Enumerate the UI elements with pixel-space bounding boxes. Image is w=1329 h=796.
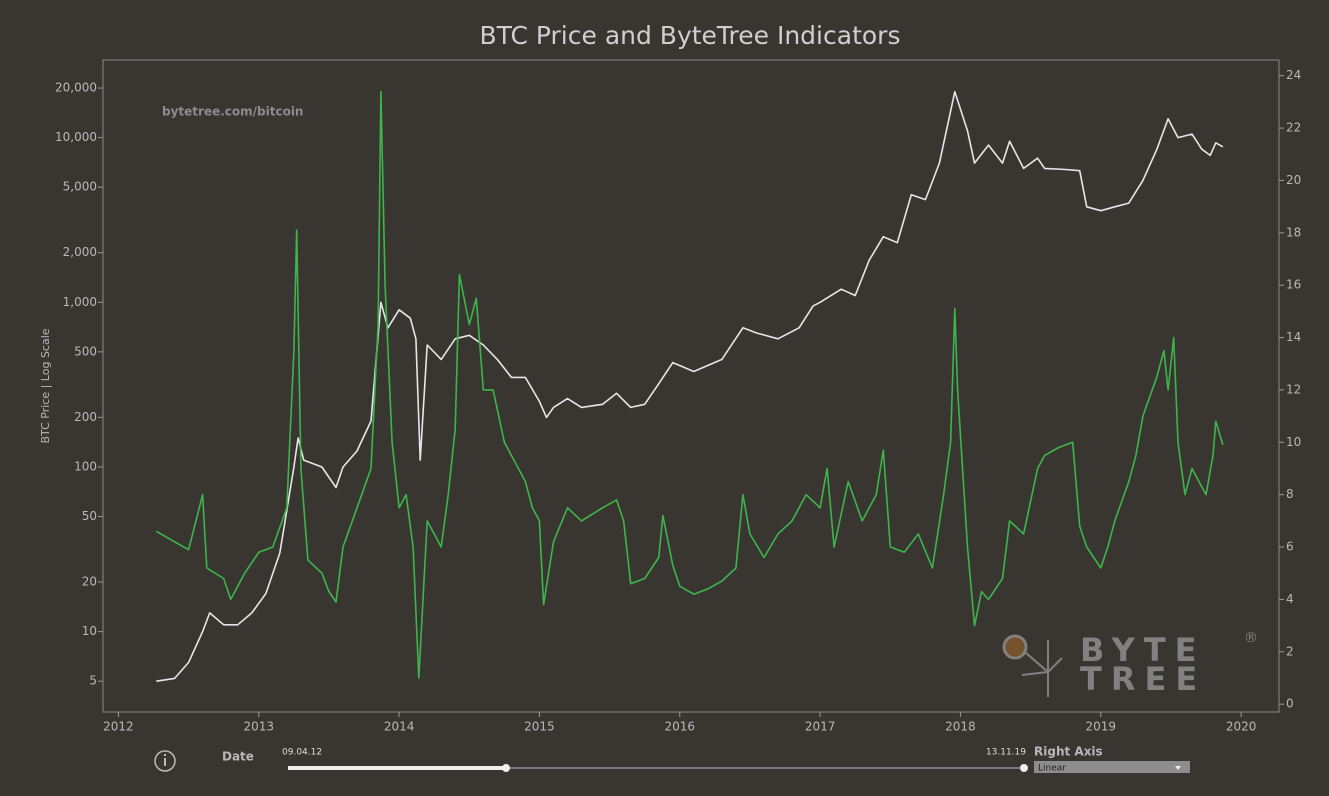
slider-track bbox=[288, 767, 1024, 769]
y2-tick-label: 4 bbox=[1286, 592, 1294, 606]
x-tick-label: 2013 bbox=[243, 720, 274, 734]
x-tick-label: 2014 bbox=[384, 720, 415, 734]
series-line bbox=[156, 90, 1224, 682]
right-axis-label: Right Axis bbox=[1034, 745, 1103, 759]
x-tick-label: 2018 bbox=[945, 720, 976, 734]
info-glyph bbox=[164, 754, 166, 756]
chart-title: BTC Price and ByteTree Indicators bbox=[480, 21, 901, 50]
info-button[interactable] bbox=[154, 750, 176, 772]
y2-tick-label: 0 bbox=[1286, 697, 1294, 711]
logo-text: BYTE bbox=[1080, 631, 1206, 669]
y-tick-label: 10 bbox=[82, 624, 97, 638]
logo-branches bbox=[1021, 640, 1063, 697]
y-tick-label: 5,000 bbox=[63, 180, 97, 194]
y-axis-label: BTC Price | Log Scale bbox=[39, 328, 52, 443]
dropdown-value: Linear bbox=[1038, 764, 1066, 774]
watermark: bytetree.com/bitcoin bbox=[162, 105, 303, 119]
x-tick-label: 2016 bbox=[664, 720, 695, 734]
y2-tick-label: 22 bbox=[1286, 121, 1301, 135]
slider-fill bbox=[288, 766, 506, 770]
logo-registered: ® bbox=[1244, 630, 1258, 646]
y-tick-label: 200 bbox=[74, 410, 97, 424]
y-tick-label: 5 bbox=[89, 674, 97, 688]
slider-handle[interactable] bbox=[502, 764, 510, 772]
y2-tick-label: 20 bbox=[1286, 173, 1301, 187]
x-tick-label: 2015 bbox=[524, 720, 555, 734]
logo-text: TREE bbox=[1080, 660, 1206, 698]
date-end: 13.11.19 bbox=[986, 748, 1026, 758]
dropdown-arrow bbox=[1175, 766, 1181, 770]
y2-tick-label: 8 bbox=[1286, 487, 1294, 501]
y2-tick-label: 14 bbox=[1286, 330, 1301, 344]
date-filter-label: Date bbox=[222, 750, 254, 764]
x-tick-label: 2017 bbox=[805, 720, 836, 734]
y-tick-label: 1,000 bbox=[63, 295, 97, 309]
dropdown[interactable] bbox=[1034, 761, 1190, 773]
logo-icon bbox=[1002, 634, 1028, 660]
y2-tick-label: 24 bbox=[1286, 68, 1301, 82]
y2-tick-label: 6 bbox=[1286, 540, 1294, 554]
info-glyph bbox=[164, 758, 166, 766]
y2-tick-label: 10 bbox=[1286, 435, 1301, 449]
y-tick-label: 2,000 bbox=[63, 245, 97, 259]
x-tick-label: 2019 bbox=[1086, 720, 1117, 734]
y2-tick-label: 16 bbox=[1286, 278, 1301, 292]
logo: BYTE TREE ® bbox=[1002, 630, 1258, 698]
plot-frame bbox=[102, 59, 1280, 713]
y-tick-label: 10,000 bbox=[55, 130, 97, 144]
date-start: 09.04.12 bbox=[282, 748, 322, 758]
x-tick-label: 2012 bbox=[103, 720, 134, 734]
y2-tick-label: 18 bbox=[1286, 225, 1301, 239]
y-tick-label: 50 bbox=[82, 509, 97, 523]
y-tick-label: 500 bbox=[74, 344, 97, 358]
x-tick-label: 2020 bbox=[1226, 720, 1257, 734]
y-tick-label: 20 bbox=[82, 575, 97, 589]
slider-handle[interactable] bbox=[1020, 764, 1028, 772]
y-tick-label: 20,000 bbox=[55, 81, 97, 95]
controls: Date 09.04.12 13.11.19 Right Axis Linear bbox=[154, 745, 1190, 774]
y2-tick-label: 12 bbox=[1286, 382, 1301, 396]
series-line bbox=[155, 90, 1224, 679]
y-tick-label: 100 bbox=[74, 459, 97, 473]
y2-tick-label: 2 bbox=[1286, 644, 1294, 658]
